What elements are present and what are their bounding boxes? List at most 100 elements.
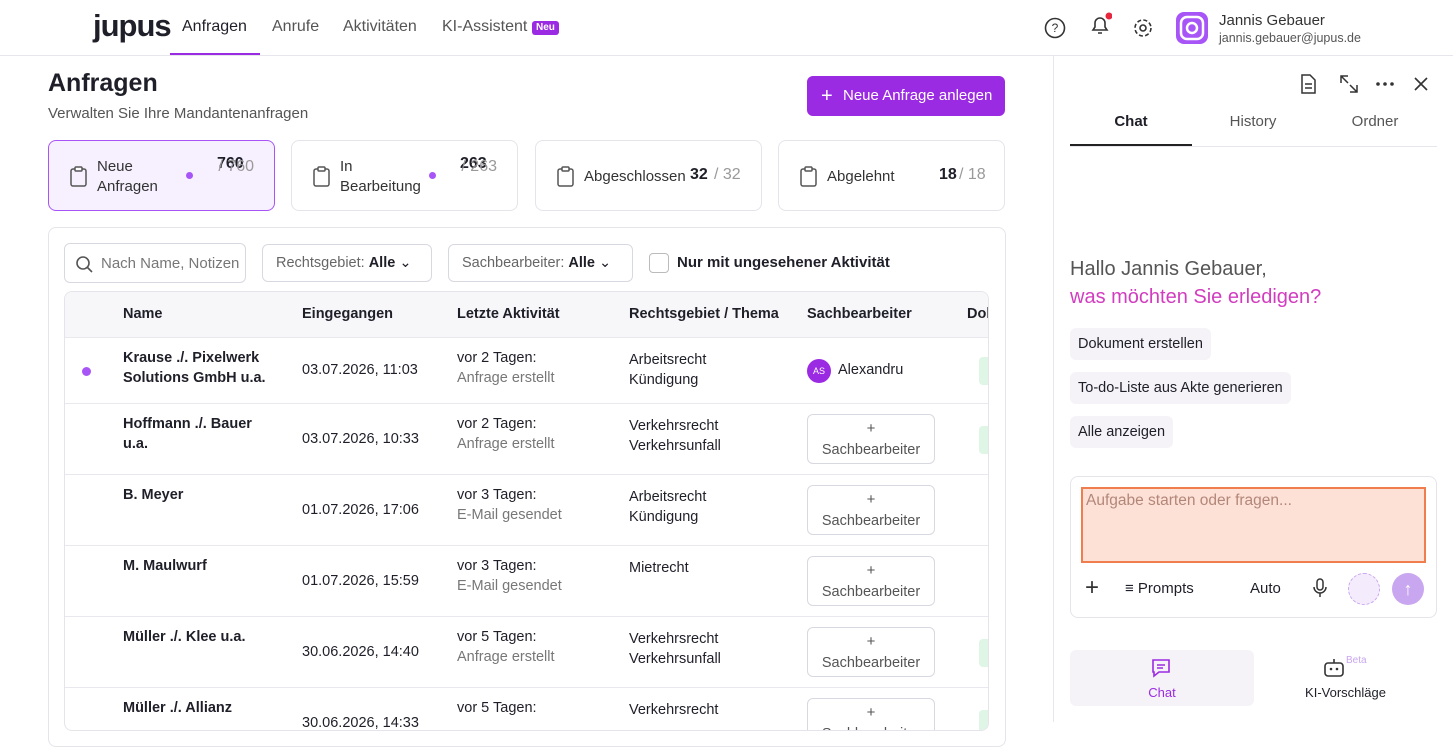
table-row[interactable]: M. Maulwurf 01.07.2026, 15:59 vor 3 Tagen:… [65, 545, 988, 616]
assign-plus: + [866, 491, 876, 508]
new-request-button[interactable]: + Neue Anfrage anlegen [807, 76, 1005, 116]
table-row[interactable]: Krause ./. Pixelwerk Solutions GmbH u.a.… [65, 337, 988, 403]
logo[interactable]: jupus [93, 8, 172, 43]
nav-tab[interactable]: Anrufe [272, 18, 320, 35]
search-placeholder: Nach Name, Notizen [101, 255, 240, 272]
stat-icon [70, 166, 87, 187]
mic-icon[interactable] [1310, 577, 1330, 599]
chat-icon [1152, 659, 1170, 678]
request-name: Müller ./. Klee u.a. [123, 629, 246, 645]
column-header: Rechtsgebiet / Thema [629, 306, 779, 322]
column-header[interactable]: Name [123, 306, 163, 322]
assign-button[interactable]: Sachbearbeiter+ [807, 698, 935, 730]
assign-button[interactable]: Sachbearbeiter+ [807, 556, 935, 606]
activity-time: vor 3 Tagen: [457, 487, 537, 503]
avatar[interactable] [1176, 12, 1208, 44]
help-icon[interactable]: ? [1044, 17, 1066, 44]
activity-time: vor 5 Tagen: [457, 629, 537, 645]
stat-dot [186, 172, 193, 179]
stat-total: / 760 [218, 158, 254, 175]
stat-card[interactable]: Abgelehnt 18/ 18 [778, 140, 1005, 211]
svg-text:?: ? [1052, 21, 1059, 35]
table-row[interactable]: Müller ./. Klee u.a. 30.06.2026, 14:40 vor… [65, 616, 988, 687]
prompts-label: Prompts [1137, 580, 1194, 597]
nav-tab[interactable]: Anfragen [182, 18, 247, 35]
assignee-filter-value: Alle [568, 255, 595, 271]
suggestion-chip[interactable]: Dokument erstellen [1070, 328, 1211, 360]
stat-dot [429, 172, 436, 179]
assistant-tab[interactable]: History [1229, 113, 1277, 130]
unseen-label: Nur mit ungesehener Aktivität [677, 254, 890, 271]
request-name: Müller ./. Allianz [123, 700, 233, 716]
bell-icon[interactable] [1088, 12, 1113, 43]
assign-plus: + [866, 633, 876, 650]
stat-count: 760 [217, 155, 244, 172]
nav-tab-indicator [170, 53, 260, 55]
app: jupus ? Jannis Gebauer jannis.gebauer@ju… [0, 8, 1453, 747]
bottom-tab[interactable]: KI-Vorschläge [1305, 685, 1386, 700]
chat-input[interactable]: Aufgabe starten oder fragen... [1081, 487, 1426, 563]
stat-card[interactable]: Neue Anfragen 760/ 760 [48, 140, 275, 211]
new-badge: Neu [532, 21, 559, 35]
bottom-tab[interactable]: Chat [1148, 685, 1176, 700]
prompts-button[interactable]: ≡ Prompts [1125, 580, 1194, 597]
table-row[interactable]: Müller ./. Allianz 30.06.2026, 14:33 vor 5… [65, 687, 988, 730]
column-header[interactable]: Eingegangen [302, 306, 394, 322]
assistant-tab[interactable]: Ordner [1351, 113, 1399, 130]
suggestion-chip[interactable]: To-do-Liste aus Akte generieren [1070, 372, 1291, 404]
attach-button[interactable]: + [1085, 574, 1100, 601]
table: Name Eingegangen Letzte Aktivität Rechtsgeb… [64, 291, 989, 731]
mode-select[interactable]: Auto [1250, 580, 1281, 597]
activity-type: E-Mail gesendet [457, 507, 562, 523]
magic-button[interactable] [1348, 573, 1380, 605]
table-row[interactable]: Hoffmann ./. Bauer u.a. 03.07.2026, 10:33… [65, 403, 988, 474]
request-name: B. Meyer [123, 487, 184, 503]
suggestion-chip[interactable]: Alle anzeigen [1070, 416, 1174, 448]
assistant-tab[interactable]: Chat [1114, 113, 1148, 130]
assign-button[interactable]: Sachbearbeiter+ [807, 627, 935, 677]
stat-total: / 263 [461, 158, 497, 175]
legal-area: Arbeitsrecht [629, 352, 707, 368]
stat-count: 18 [939, 166, 957, 183]
assignee-filter[interactable]: Sachbearbeiter: Alle ⌄ [448, 244, 633, 282]
search-box[interactable]: Nach Name, Notizen [64, 243, 246, 283]
activity-time: vor 3 Tagen: [457, 558, 537, 574]
stat-label: Abgelehnt [827, 168, 895, 185]
activity-type: Anfrage erstellt [457, 436, 555, 452]
area-filter[interactable]: Rechtsgebiet: Alle ⌄ [262, 244, 432, 282]
assign-button[interactable]: Sachbearbeiter+ [807, 414, 935, 464]
legal-topic: Verkehrsunfall [629, 651, 721, 667]
legal-topic: Verkehrsunfall [629, 438, 721, 454]
assistant-panel [1053, 56, 1453, 722]
activity-type: Anfrage erstellt [457, 370, 555, 386]
stat-card[interactable]: In Bearbeitung 263/ 263 [291, 140, 518, 211]
settings-icon[interactable] [1132, 17, 1154, 44]
table-row[interactable]: B. Meyer 01.07.2026, 17:06 vor 3 Tagen: E-M… [65, 474, 988, 545]
stat-count: 32 [690, 166, 708, 183]
document-chip [979, 709, 988, 730]
assignee-avatar: AS [807, 359, 831, 383]
bottom-chat-icon [1150, 657, 1172, 685]
column-header[interactable]: Letzte Aktivität [457, 306, 560, 322]
stat-card[interactable]: Abgeschlossen 32 / 32 [535, 140, 762, 211]
unseen-checkbox[interactable] [649, 253, 669, 273]
legal-topic: Kündigung [629, 509, 699, 525]
tab-divider [1070, 146, 1437, 147]
legal-area: Verkehrsrecht [629, 702, 719, 718]
stat-label: In Bearbeitung [340, 158, 421, 195]
stat-label: Neue Anfragen [97, 158, 158, 195]
activity-time: vor 2 Tagen: [457, 350, 537, 366]
nav-tab[interactable]: KI-Assistent [442, 18, 528, 35]
assign-plus: + [866, 562, 876, 579]
column-header[interactable]: Sachbearbeiter [807, 306, 912, 322]
stat-icon [557, 166, 574, 187]
received-date: 03.07.2026, 11:03 [302, 362, 418, 378]
send-button[interactable]: ↑ [1392, 573, 1424, 605]
nav-tab[interactable]: Aktivitäten [343, 18, 417, 35]
document-chip [979, 425, 988, 454]
assign-button[interactable]: Sachbearbeiter+ [807, 485, 935, 535]
received-date: 03.07.2026, 10:33 [302, 430, 419, 447]
user-name: Jannis Gebauer [1219, 12, 1325, 29]
page-title: Anfragen [48, 69, 158, 97]
